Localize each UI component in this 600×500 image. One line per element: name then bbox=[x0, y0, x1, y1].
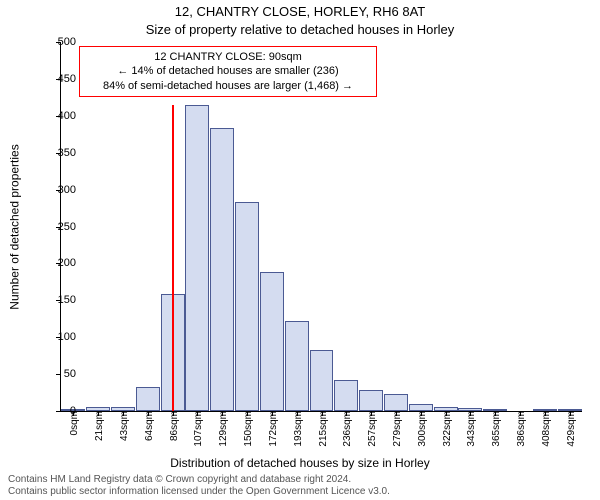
ytick-label: 350 bbox=[46, 147, 76, 159]
footer: Contains HM Land Registry data © Crown c… bbox=[8, 474, 390, 498]
xtick-label: 236sqm bbox=[342, 411, 353, 447]
ytick-label: 0 bbox=[46, 405, 76, 417]
xtick-label: 86sqm bbox=[169, 411, 180, 441]
histogram-bar bbox=[210, 128, 234, 411]
xtick-label: 257sqm bbox=[367, 411, 378, 447]
annotation-line-1: 12 CHANTRY CLOSE: 90sqm bbox=[88, 50, 368, 64]
footer-line-1: Contains HM Land Registry data © Crown c… bbox=[8, 474, 390, 486]
xtick-label: 150sqm bbox=[243, 411, 254, 447]
ytick-label: 50 bbox=[46, 368, 76, 380]
chart-container: 12, CHANTRY CLOSE, HORLEY, RH6 8AT Size … bbox=[0, 0, 600, 500]
xtick-label: 279sqm bbox=[392, 411, 403, 447]
property-marker-line bbox=[172, 105, 174, 411]
annotation-box: 12 CHANTRY CLOSE: 90sqm ← 14% of detache… bbox=[79, 46, 377, 97]
histogram-bar bbox=[334, 380, 358, 411]
xtick-label: 107sqm bbox=[193, 411, 204, 447]
footer-line-2: Contains public sector information licen… bbox=[8, 486, 390, 498]
xtick-label: 43sqm bbox=[119, 411, 130, 441]
xtick-label: 193sqm bbox=[293, 411, 304, 447]
histogram-bar bbox=[359, 390, 383, 411]
ytick-label: 500 bbox=[46, 36, 76, 48]
ytick-label: 150 bbox=[46, 294, 76, 306]
histogram-bar bbox=[136, 387, 160, 411]
histogram-bar bbox=[310, 350, 334, 411]
title-sub: Size of property relative to detached ho… bbox=[0, 22, 600, 37]
x-axis-label: Distribution of detached houses by size … bbox=[0, 456, 600, 470]
histogram-bar bbox=[285, 321, 309, 411]
histogram-bar bbox=[260, 272, 284, 411]
xtick-label: 408sqm bbox=[541, 411, 552, 447]
xtick-label: 300sqm bbox=[417, 411, 428, 447]
y-axis-label-text: Number of detached properties bbox=[8, 144, 22, 309]
ytick-label: 300 bbox=[46, 184, 76, 196]
ytick-label: 100 bbox=[46, 331, 76, 343]
xtick-label: 386sqm bbox=[516, 411, 527, 447]
histogram-bar bbox=[185, 105, 209, 411]
histogram-bar bbox=[235, 202, 259, 411]
ytick-label: 450 bbox=[46, 73, 76, 85]
xtick-label: 172sqm bbox=[268, 411, 279, 447]
annotation-line-2: ← 14% of detached houses are smaller (23… bbox=[88, 64, 368, 78]
xtick-label: 343sqm bbox=[466, 411, 477, 447]
xtick-label: 322sqm bbox=[442, 411, 453, 447]
xtick-label: 129sqm bbox=[218, 411, 229, 447]
xtick-label: 64sqm bbox=[144, 411, 155, 441]
xtick-label: 429sqm bbox=[566, 411, 577, 447]
ytick-label: 250 bbox=[46, 221, 76, 233]
title-main: 12, CHANTRY CLOSE, HORLEY, RH6 8AT bbox=[0, 4, 600, 19]
plot-area: 12 CHANTRY CLOSE: 90sqm ← 14% of detache… bbox=[60, 42, 582, 412]
ytick-label: 200 bbox=[46, 257, 76, 269]
ytick-label: 400 bbox=[46, 110, 76, 122]
annotation-line-3: 84% of semi-detached houses are larger (… bbox=[88, 79, 368, 93]
xtick-label: 215sqm bbox=[318, 411, 329, 447]
histogram-bar bbox=[409, 404, 433, 411]
xtick-label: 365sqm bbox=[491, 411, 502, 447]
histogram-bar bbox=[384, 394, 408, 411]
y-axis-label: Number of detached properties bbox=[8, 42, 22, 412]
xtick-label: 21sqm bbox=[94, 411, 105, 441]
